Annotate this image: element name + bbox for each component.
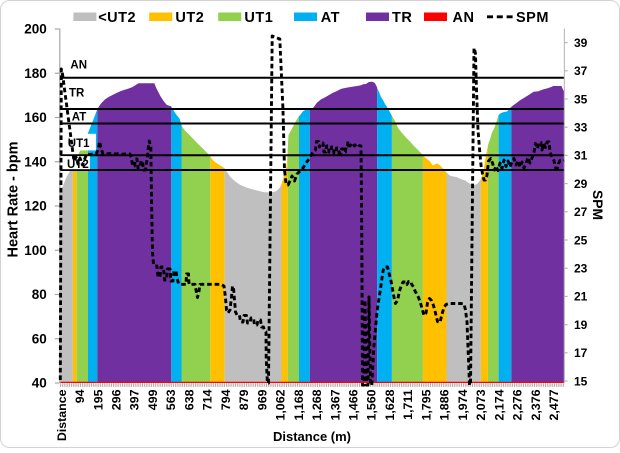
svg-text:AN: AN xyxy=(453,10,475,26)
svg-text:27: 27 xyxy=(574,205,588,219)
svg-text:AT: AT xyxy=(72,112,86,124)
svg-text:563: 563 xyxy=(164,389,178,410)
svg-text:TR: TR xyxy=(392,10,412,26)
svg-text:180: 180 xyxy=(24,66,47,81)
svg-text:37: 37 xyxy=(574,64,588,78)
svg-text:1,268: 1,268 xyxy=(310,389,324,420)
svg-text:100: 100 xyxy=(24,243,47,258)
svg-text:29: 29 xyxy=(574,177,588,191)
svg-text:33: 33 xyxy=(574,121,588,135)
svg-text:2,073: 2,073 xyxy=(474,389,488,420)
svg-text:296: 296 xyxy=(110,389,124,410)
svg-text:Distance: Distance xyxy=(55,389,69,441)
svg-text:60: 60 xyxy=(32,331,47,346)
svg-text:195: 195 xyxy=(91,389,105,410)
svg-text:1,886: 1,886 xyxy=(438,389,452,420)
svg-text:1,168: 1,168 xyxy=(292,389,306,420)
svg-text:Distance (m): Distance (m) xyxy=(273,429,351,444)
svg-text:23: 23 xyxy=(574,262,588,276)
svg-text:SPM: SPM xyxy=(516,10,549,26)
svg-text:25: 25 xyxy=(574,233,588,247)
svg-text:UT1: UT1 xyxy=(244,10,273,26)
svg-text:499: 499 xyxy=(146,389,160,410)
svg-text:1,795: 1,795 xyxy=(419,389,433,420)
svg-text:39: 39 xyxy=(574,36,588,50)
svg-text:31: 31 xyxy=(574,149,588,163)
svg-text:794: 794 xyxy=(219,389,233,410)
svg-text:<UT2: <UT2 xyxy=(98,10,136,26)
svg-text:19: 19 xyxy=(574,318,588,332)
svg-text:879: 879 xyxy=(237,389,251,410)
svg-text:17: 17 xyxy=(574,346,588,360)
svg-text:638: 638 xyxy=(182,389,196,410)
svg-text:969: 969 xyxy=(255,389,269,410)
svg-text:21: 21 xyxy=(574,290,588,304)
svg-text:160: 160 xyxy=(24,110,47,125)
svg-text:140: 140 xyxy=(24,154,47,169)
svg-text:714: 714 xyxy=(201,389,215,410)
svg-text:1,560: 1,560 xyxy=(365,389,379,420)
svg-text:2,376: 2,376 xyxy=(529,389,543,420)
svg-text:SPM: SPM xyxy=(590,190,605,220)
svg-text:120: 120 xyxy=(24,199,47,214)
svg-text:AN: AN xyxy=(70,59,87,71)
svg-text:1,466: 1,466 xyxy=(347,389,361,420)
svg-text:35: 35 xyxy=(574,92,588,106)
svg-text:Heart Rate - bpm: Heart Rate - bpm xyxy=(6,141,22,257)
svg-text:1,062: 1,062 xyxy=(274,389,288,420)
svg-text:40: 40 xyxy=(32,376,47,391)
svg-text:AT: AT xyxy=(321,10,340,26)
svg-text:UT2: UT2 xyxy=(175,10,204,26)
svg-text:200: 200 xyxy=(24,22,47,37)
svg-text:2,477: 2,477 xyxy=(547,389,561,420)
svg-text:1,711: 1,711 xyxy=(401,389,415,419)
svg-text:TR: TR xyxy=(69,88,85,100)
svg-text:80: 80 xyxy=(32,287,47,302)
svg-text:1,628: 1,628 xyxy=(383,389,397,420)
svg-text:1,367: 1,367 xyxy=(328,389,342,420)
svg-text:94: 94 xyxy=(73,389,87,403)
svg-text:397: 397 xyxy=(128,389,142,410)
svg-text:2,174: 2,174 xyxy=(492,389,506,420)
svg-text:1,974: 1,974 xyxy=(456,389,470,420)
svg-text:2,276: 2,276 xyxy=(511,389,525,420)
svg-text:15: 15 xyxy=(574,374,588,388)
